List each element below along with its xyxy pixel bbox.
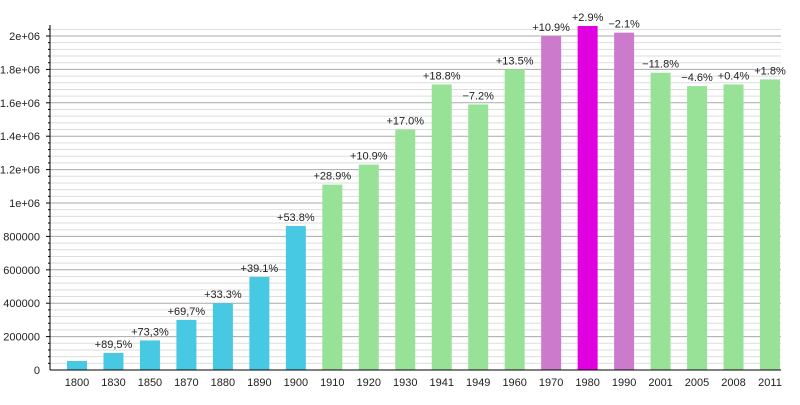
y-tick-label: 2e+06 bbox=[9, 31, 40, 43]
data-label: −11.8% bbox=[642, 59, 679, 71]
data-label: +73,3% bbox=[131, 326, 169, 338]
x-tick-label: 2008 bbox=[721, 377, 745, 389]
y-tick-label: 400000 bbox=[3, 298, 40, 310]
data-label: +1.8% bbox=[754, 65, 786, 77]
data-label: −4.6% bbox=[681, 72, 713, 84]
data-label: +53.8% bbox=[277, 212, 315, 224]
bar-1990 bbox=[614, 32, 635, 370]
data-label: +28.9% bbox=[314, 171, 352, 183]
data-label: +2.9% bbox=[572, 12, 604, 24]
x-tick-label: 1949 bbox=[466, 377, 490, 389]
bar-1949 bbox=[468, 104, 489, 370]
data-label: +13.5% bbox=[496, 55, 534, 67]
bar-1890 bbox=[249, 276, 270, 370]
bar-1830 bbox=[103, 352, 124, 370]
data-label: +33.3% bbox=[204, 289, 242, 301]
y-tick-label: 1.4e+06 bbox=[0, 131, 40, 143]
bar-2011 bbox=[760, 79, 780, 371]
bar-1900 bbox=[285, 226, 306, 370]
y-tick-label: 1e+06 bbox=[9, 198, 40, 210]
x-tick-label: 1880 bbox=[211, 377, 235, 389]
data-label: −2.1% bbox=[608, 19, 640, 31]
y-tick-label: 0 bbox=[34, 365, 40, 377]
y-tick-label: 600000 bbox=[3, 265, 40, 277]
x-tick-label: 1900 bbox=[284, 377, 308, 389]
x-tick-label: 2001 bbox=[648, 377, 672, 389]
x-tick-label: 1930 bbox=[393, 377, 417, 389]
x-tick-label: 1850 bbox=[138, 377, 162, 389]
x-tick-label: 1960 bbox=[502, 377, 526, 389]
data-label: −7.2% bbox=[462, 90, 494, 102]
x-tick-label: 1980 bbox=[575, 377, 599, 389]
data-labels: +89,5%+73,3% +69,7% +33.3% +39.1% +53.8% +28.… bbox=[95, 12, 786, 351]
x-tick-label: 1870 bbox=[174, 377, 198, 389]
x-tick-label: 1990 bbox=[612, 377, 636, 389]
x-tick-label: 2005 bbox=[685, 377, 709, 389]
bar-2005 bbox=[687, 86, 708, 370]
x-tick-label: 1970 bbox=[539, 377, 563, 389]
data-label: +10.9% bbox=[532, 22, 570, 34]
data-label: +17.0% bbox=[386, 116, 424, 128]
bar-1870 bbox=[176, 319, 197, 370]
data-label: +10.9% bbox=[350, 151, 388, 163]
data-label: +89,5% bbox=[95, 339, 133, 351]
bar-1910 bbox=[322, 184, 343, 370]
bar-1850 bbox=[139, 340, 160, 370]
y-tick-label: 800000 bbox=[3, 231, 40, 243]
y-tick-label: 1.2e+06 bbox=[0, 165, 40, 177]
x-tick-label: 1890 bbox=[247, 377, 271, 389]
bar-1880 bbox=[212, 303, 233, 370]
y-tick-label: 1.6e+06 bbox=[0, 98, 40, 110]
bar-1980 bbox=[577, 25, 598, 370]
data-label: +69,7% bbox=[168, 306, 206, 318]
x-tick-label: 1830 bbox=[101, 377, 125, 389]
x-tick-label: 2011 bbox=[758, 377, 782, 389]
bar-1930 bbox=[395, 129, 416, 370]
bar-1920 bbox=[358, 164, 379, 370]
bars bbox=[67, 25, 780, 371]
y-tick-label: 200000 bbox=[3, 332, 40, 344]
bar-1960 bbox=[504, 69, 525, 371]
x-tick-label: 1800 bbox=[65, 377, 89, 389]
x-tick-label: 1910 bbox=[320, 377, 344, 389]
bar-2001 bbox=[650, 72, 671, 371]
data-label: +39.1% bbox=[241, 263, 279, 275]
bar-1941 bbox=[431, 84, 452, 371]
bar-2008 bbox=[723, 84, 744, 371]
x-tick-label: 1920 bbox=[357, 377, 381, 389]
y-tick-label: 1.8e+06 bbox=[0, 64, 40, 76]
bar-1970 bbox=[541, 36, 562, 370]
data-label: +18.8% bbox=[423, 70, 461, 82]
x-tick-label: 1941 bbox=[429, 377, 453, 389]
bar-1800 bbox=[67, 360, 87, 370]
data-label: +0.4% bbox=[718, 70, 750, 82]
x-tick-labels: 1800 1830 1850 1870 1880 1890 1900 1910 1920 1930… bbox=[65, 377, 782, 389]
y-tick-labels: 0 200000 400000 600000 800000 1e+06 1.2e+06 1.4… bbox=[0, 31, 40, 377]
axes bbox=[49, 25, 781, 371]
